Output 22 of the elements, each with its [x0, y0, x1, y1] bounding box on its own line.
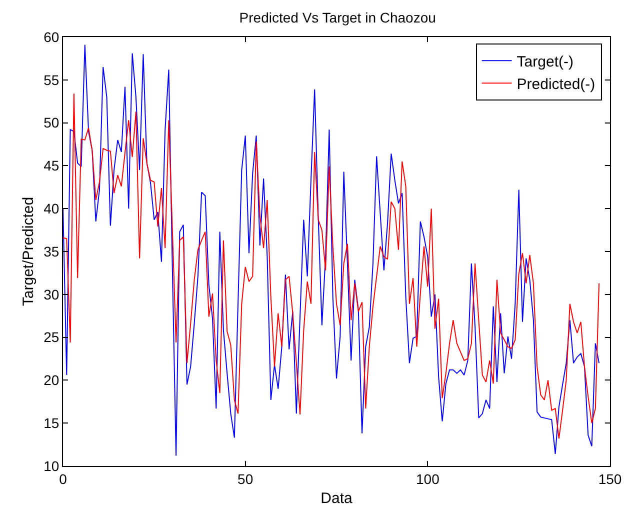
- line-series: [63, 93, 600, 440]
- x-tick-label: 100: [416, 470, 440, 487]
- x-tick-label: 50: [238, 470, 254, 487]
- y-tick-label: 20: [44, 372, 60, 388]
- chart-title: Predicted Vs Target in Chaozou: [239, 10, 436, 26]
- y-tick-label: 50: [44, 114, 60, 131]
- y-tick-label: 55: [44, 72, 60, 88]
- x-tick-label: 0: [59, 470, 68, 487]
- y-tick-label: 25: [44, 329, 60, 346]
- legend-label: Target(-): [516, 54, 574, 71]
- y-axis-title: Target/Predicted: [20, 196, 37, 306]
- y-tick-label: 30: [44, 286, 60, 302]
- x-tick-label: 150: [598, 470, 622, 487]
- line-series: [63, 44, 600, 456]
- y-tick-label: 45: [44, 158, 60, 174]
- y-tick-label: 35: [44, 243, 60, 260]
- x-axis-title: Data: [320, 490, 353, 507]
- y-tick-label: 10: [44, 458, 60, 474]
- legend-label: Predicted(-): [516, 76, 596, 94]
- y-tick-label: 40: [44, 200, 60, 216]
- y-tick-label: 60: [44, 28, 60, 45]
- y-tick-label: 15: [44, 415, 60, 431]
